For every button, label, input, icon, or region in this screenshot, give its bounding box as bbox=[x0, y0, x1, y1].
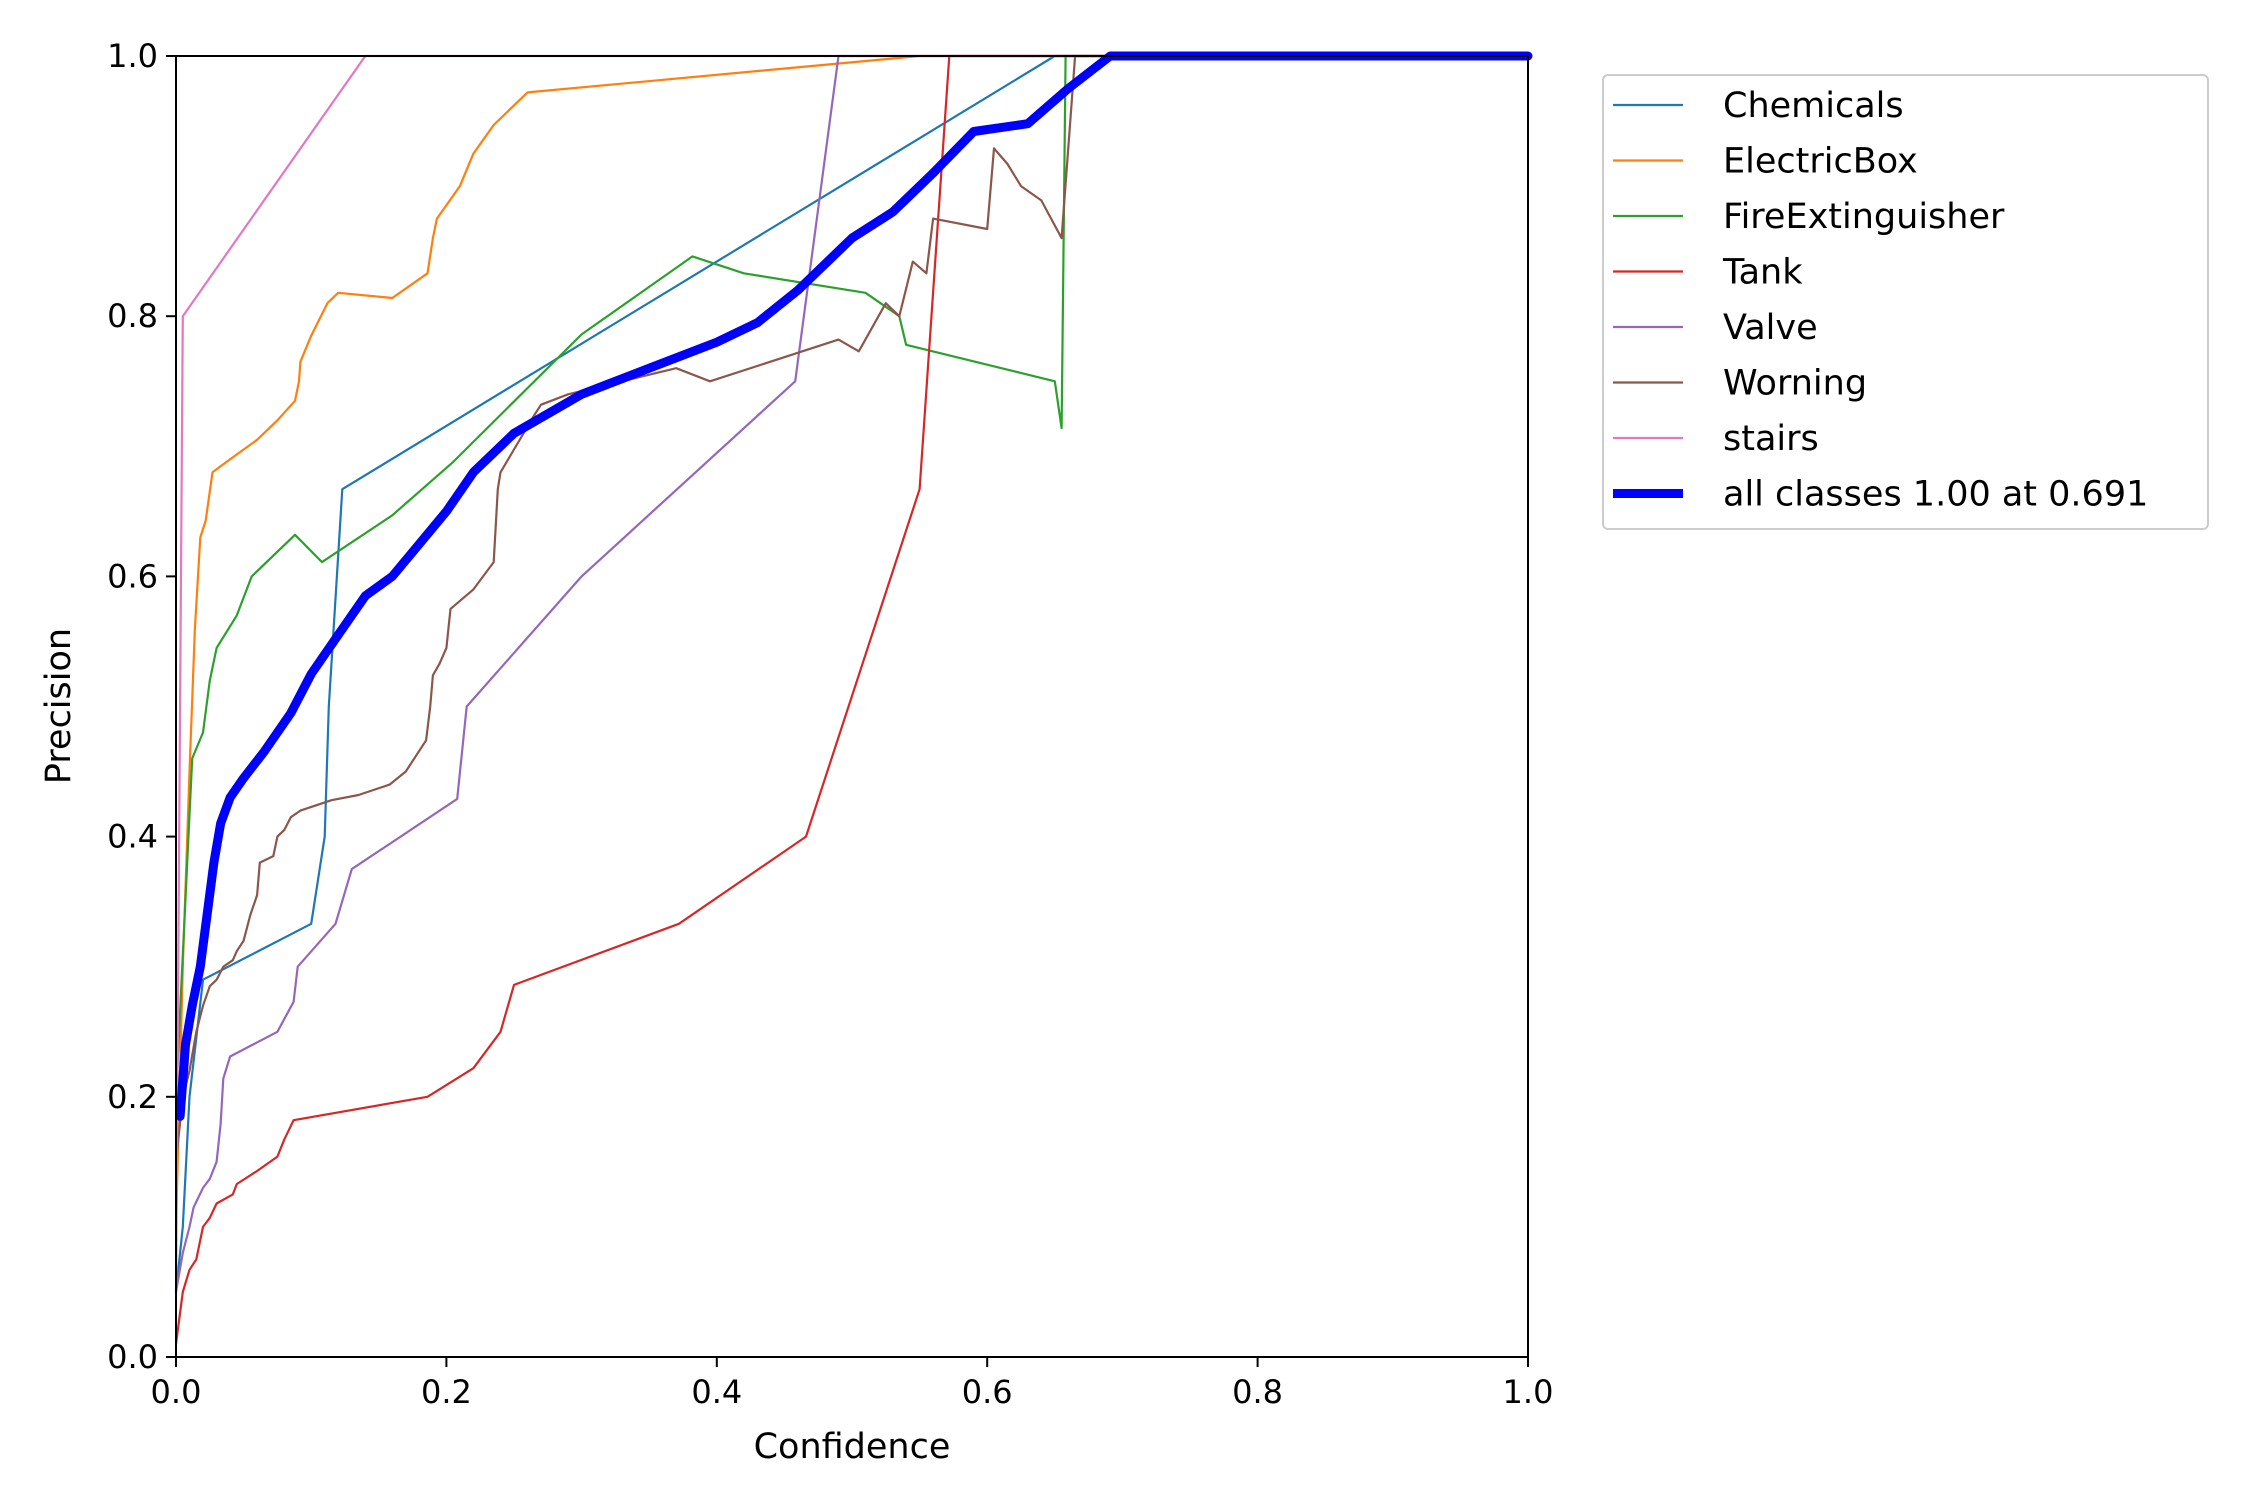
x-tick-label: 0.0 bbox=[151, 1373, 202, 1411]
x-tick-label: 0.8 bbox=[1232, 1373, 1283, 1411]
plot-frame bbox=[175, 55, 1529, 1358]
legend-label-7: all classes 1.00 at 0.691 bbox=[1723, 475, 2148, 515]
series-line-7 bbox=[175, 51, 1533, 1121]
legend: Chemicals ElectricBox FireExtinguisher Tank… bbox=[1602, 74, 2209, 530]
x-tick-label: 0.2 bbox=[421, 1373, 472, 1411]
legend-label-6: stairs bbox=[1723, 419, 1819, 459]
y-tick-label: 0.4 bbox=[107, 818, 158, 856]
series-line-5 bbox=[174, 54, 1530, 1163]
y-axis-label: Precision bbox=[39, 628, 79, 784]
x-axis-ticks: 0.0 0.2 0.4 0.6 0.8 1.0 bbox=[151, 1357, 1554, 1411]
y-tick-label: 1.0 bbox=[107, 37, 158, 75]
y-tick-label: 0.2 bbox=[107, 1078, 158, 1116]
series-line-0 bbox=[174, 54, 1530, 1294]
x-axis-label: Confidence bbox=[754, 1427, 951, 1467]
series-line-3 bbox=[174, 54, 1530, 1346]
legend-label-2: FireExtinguisher bbox=[1723, 197, 2005, 237]
x-tick-label: 0.4 bbox=[691, 1373, 742, 1411]
legend-label-3: Tank bbox=[1722, 253, 1803, 293]
y-tick-label: 0.0 bbox=[107, 1338, 158, 1376]
y-axis-ticks: 0.0 0.2 0.4 0.6 0.8 1.0 bbox=[107, 37, 176, 1376]
series-line-2 bbox=[174, 54, 1530, 1098]
legend-frame bbox=[1602, 74, 2209, 530]
series-line-1 bbox=[174, 54, 1530, 1228]
y-tick-label: 0.8 bbox=[107, 297, 158, 335]
series-line-4 bbox=[174, 54, 1530, 1294]
legend-label-5: Worning bbox=[1723, 364, 1867, 404]
legend-label-4: Valve bbox=[1723, 308, 1818, 348]
x-tick-label: 0.6 bbox=[962, 1373, 1013, 1411]
y-tick-label: 0.6 bbox=[107, 557, 158, 595]
legend-label-1: ElectricBox bbox=[1723, 142, 1918, 182]
legend-label-0: Chemicals bbox=[1723, 86, 1904, 126]
x-tick-label: 1.0 bbox=[1503, 1373, 1554, 1411]
